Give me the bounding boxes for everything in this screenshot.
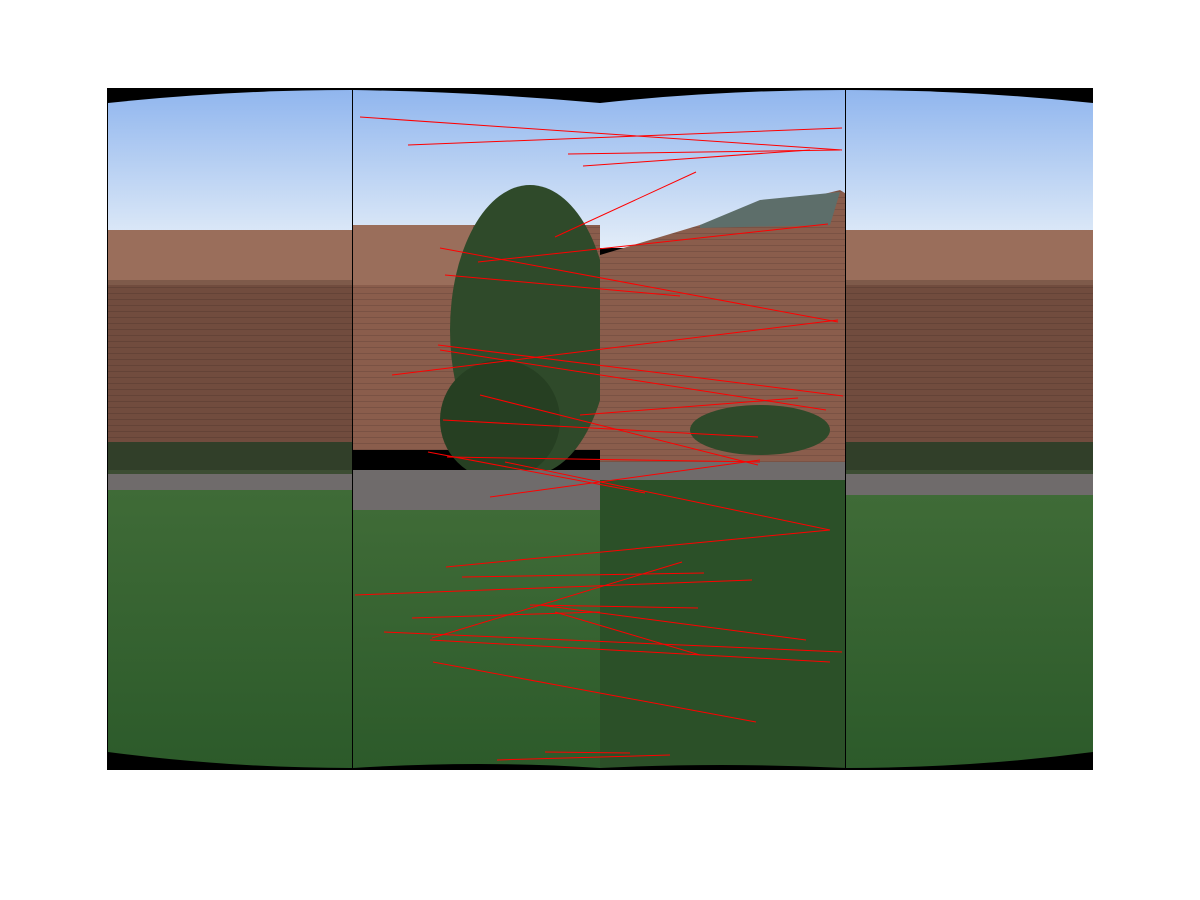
match-line [444,274,681,297]
feature-match-lines [354,116,844,761]
match-line [554,611,701,656]
panel-3 [600,90,846,768]
match-line [479,394,759,466]
match-line [539,604,807,641]
match-line [461,572,705,578]
match-line [354,579,753,596]
match-line [429,639,831,663]
panel-2 [353,90,600,768]
match-line [544,751,631,754]
match-line [359,116,843,151]
match-line [477,223,829,263]
match-line [439,349,827,411]
match-line [445,529,831,568]
match-line [407,127,843,146]
match-line [439,247,839,323]
match-line [579,397,799,416]
match-line [431,561,683,639]
match-line [489,459,761,498]
match-line [383,631,843,653]
panel-1 [108,90,352,768]
match-line [391,319,839,376]
match-line [554,171,697,238]
match-line [411,611,601,619]
match-line [442,419,759,438]
match-line [427,451,646,494]
match-line [504,461,831,531]
match-line [496,754,671,761]
match-line [432,661,757,723]
match-line [529,604,699,609]
panel-4 [846,90,1093,768]
match-line [446,456,761,463]
match-line [437,344,844,397]
match-line [582,149,811,167]
